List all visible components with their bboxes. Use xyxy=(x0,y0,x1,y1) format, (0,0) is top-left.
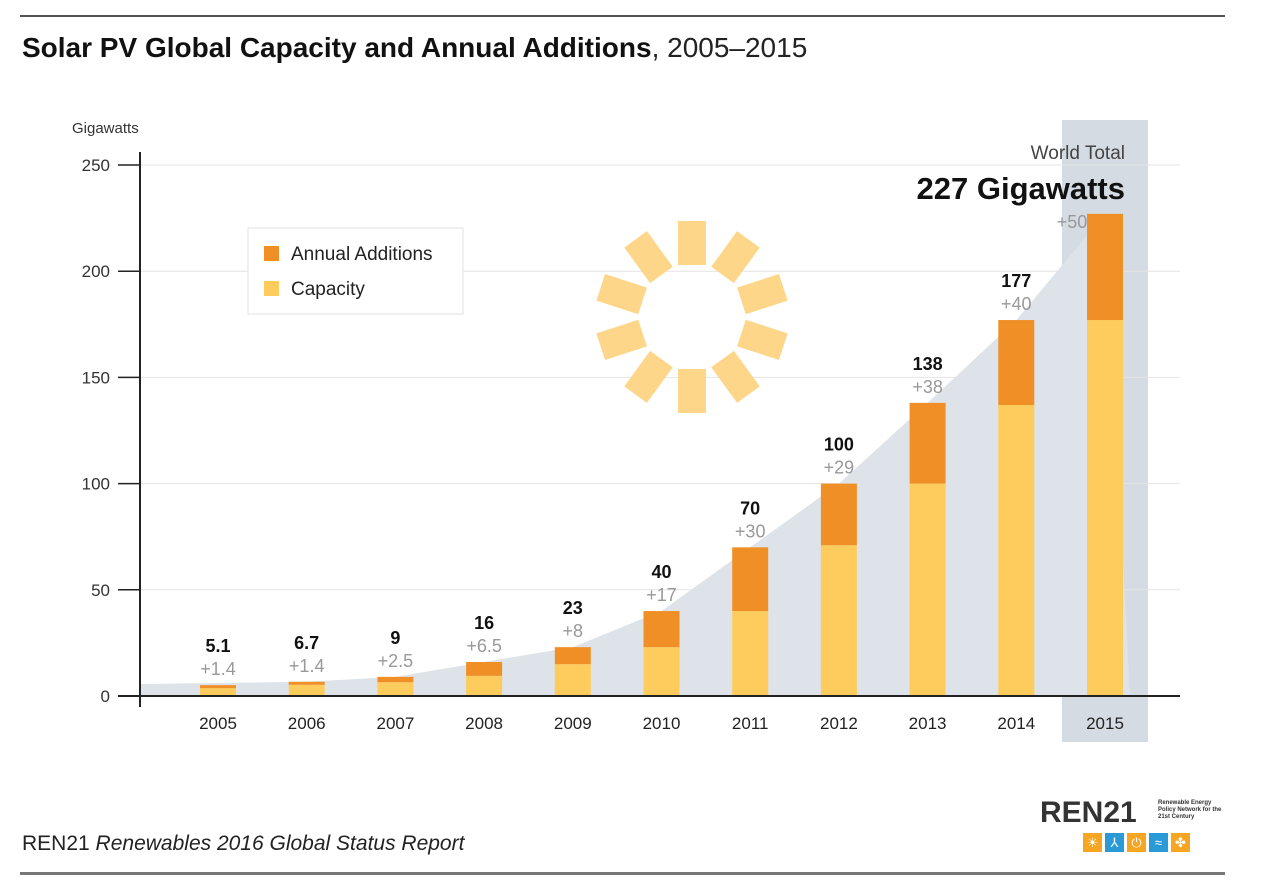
bar-additions-2005 xyxy=(200,685,236,689)
bar-additions-2011 xyxy=(732,547,769,612)
addition-label-2005: +1.4 xyxy=(200,659,236,679)
sun-ray xyxy=(624,231,673,284)
chart-title: Solar PV Global Capacity and Annual Addi… xyxy=(22,32,807,64)
sun-ray xyxy=(711,350,760,403)
x-tick-label-2007: 2007 xyxy=(376,714,414,733)
bar-capacity-2005 xyxy=(200,688,236,696)
chart-title-main: Solar PV Global Capacity and Annual Addi… xyxy=(22,32,652,63)
addition-label-2006: +1.4 xyxy=(289,656,325,676)
ren21-icon-strip: ☀ ⅄ ⏻ ≈ ✤ xyxy=(1083,833,1190,852)
sun-ray xyxy=(596,319,647,360)
addition-label-2009: +8 xyxy=(563,621,584,641)
x-tick-label-2013: 2013 xyxy=(909,714,947,733)
total-label-2013: 138 xyxy=(913,354,943,374)
sun-ray xyxy=(624,350,673,403)
addition-label-2007: +2.5 xyxy=(378,651,414,671)
y-tick-label-50: 50 xyxy=(91,581,110,600)
legend-swatch-capacity xyxy=(264,281,279,296)
bar-capacity-2009 xyxy=(554,664,591,696)
top-rule xyxy=(20,15,1225,17)
bar-capacity-2006 xyxy=(288,684,325,696)
legend-box xyxy=(247,227,464,315)
bar-additions-2013 xyxy=(909,402,946,484)
bar-additions-2008 xyxy=(466,662,503,676)
legend-label-annual-additions: Annual Additions xyxy=(291,244,433,265)
y-axis-label: Gigawatts xyxy=(72,120,139,137)
bar-additions-2006 xyxy=(288,681,325,685)
bar-capacity-2007 xyxy=(377,682,414,696)
bar-capacity-2014 xyxy=(998,405,1035,696)
source-publication: Renewables 2016 Global Status Report xyxy=(95,832,465,855)
total-label-2014: 177 xyxy=(1001,271,1031,291)
leaf-icon: ✤ xyxy=(1171,833,1190,852)
bar-additions-2009 xyxy=(554,647,591,665)
chart-title-years: , 2005–2015 xyxy=(651,32,808,63)
x-tick-label-2006: 2006 xyxy=(288,714,326,733)
bar-additions-2014 xyxy=(998,320,1035,406)
sun-icon: ☀ xyxy=(1083,833,1102,852)
addition-label-2014: +40 xyxy=(1001,294,1032,314)
sun-ray xyxy=(678,369,706,413)
bar-capacity-2008 xyxy=(466,675,503,696)
addition-label-2013: +38 xyxy=(912,377,943,397)
bar-additions-2010 xyxy=(643,611,680,648)
legend-swatch-annual-additions xyxy=(264,246,279,261)
x-tick-label-2008: 2008 xyxy=(465,714,503,733)
total-label-2006: 6.7 xyxy=(294,633,319,653)
wind-turbine-icon: ⅄ xyxy=(1105,833,1124,852)
bar-capacity-2015 xyxy=(1087,320,1123,696)
bar-capacity-2013 xyxy=(909,483,946,696)
source-credit: REN21 Renewables 2016 Global Status Repo… xyxy=(22,832,464,856)
addition-label-2011: +30 xyxy=(735,521,766,541)
x-tick-label-2010: 2010 xyxy=(643,714,681,733)
sun-ray xyxy=(737,274,788,315)
total-label-2011: 70 xyxy=(740,498,760,518)
total-label-2005: 5.1 xyxy=(205,636,230,656)
addition-label-2012: +29 xyxy=(824,458,855,478)
legend-label-capacity: Capacity xyxy=(291,279,365,300)
total-label-2010: 40 xyxy=(651,562,671,582)
y-tick-label-150: 150 xyxy=(82,368,110,387)
sun-ray xyxy=(737,319,788,360)
x-tick-label-2012: 2012 xyxy=(820,714,858,733)
trend-area xyxy=(140,213,1130,696)
ren21-wordmark: REN21 xyxy=(1040,796,1137,829)
x-tick-label-2011: 2011 xyxy=(732,714,769,733)
sun-ray xyxy=(711,231,760,284)
y-tick-label-0: 0 xyxy=(101,687,110,706)
total-label-2009: 23 xyxy=(563,598,583,618)
addition-label-2015: +50 xyxy=(1057,212,1088,232)
x-tick-label-2005: 2005 xyxy=(199,714,237,733)
bar-additions-2015 xyxy=(1087,213,1123,321)
total-label-2012: 100 xyxy=(824,435,854,455)
bar-additions-2012 xyxy=(820,483,857,546)
x-tick-label-2009: 2009 xyxy=(554,714,592,733)
water-icon: ≈ xyxy=(1149,833,1168,852)
power-icon: ⏻ xyxy=(1127,833,1146,852)
total-label-2008: 16 xyxy=(474,613,494,633)
sun-ray xyxy=(678,221,706,265)
bar-capacity-2010 xyxy=(643,647,680,696)
y-tick-label-100: 100 xyxy=(82,475,110,494)
x-tick-label-2015: 2015 xyxy=(1086,714,1124,733)
ren21-logo: REN21 Renewable Energy Policy Network fo… xyxy=(1040,796,1230,866)
y-tick-label-250: 250 xyxy=(82,156,110,175)
world-total-value: 227 Gigawatts xyxy=(917,171,1125,206)
bar-additions-2007 xyxy=(377,676,414,683)
source-org: REN21 xyxy=(22,832,90,855)
addition-label-2010: +17 xyxy=(646,585,677,605)
addition-label-2008: +6.5 xyxy=(466,636,502,656)
total-label-2007: 9 xyxy=(390,628,400,648)
ren21-tagline: Renewable Energy Policy Network for the … xyxy=(1158,800,1222,820)
sun-ray xyxy=(596,274,647,315)
bar-capacity-2011 xyxy=(732,611,769,696)
world-total-label: World Total xyxy=(1031,143,1125,164)
y-tick-label-200: 200 xyxy=(82,262,110,281)
x-tick-label-2014: 2014 xyxy=(997,714,1035,733)
bottom-rule xyxy=(20,872,1225,875)
bar-capacity-2012 xyxy=(820,545,857,696)
